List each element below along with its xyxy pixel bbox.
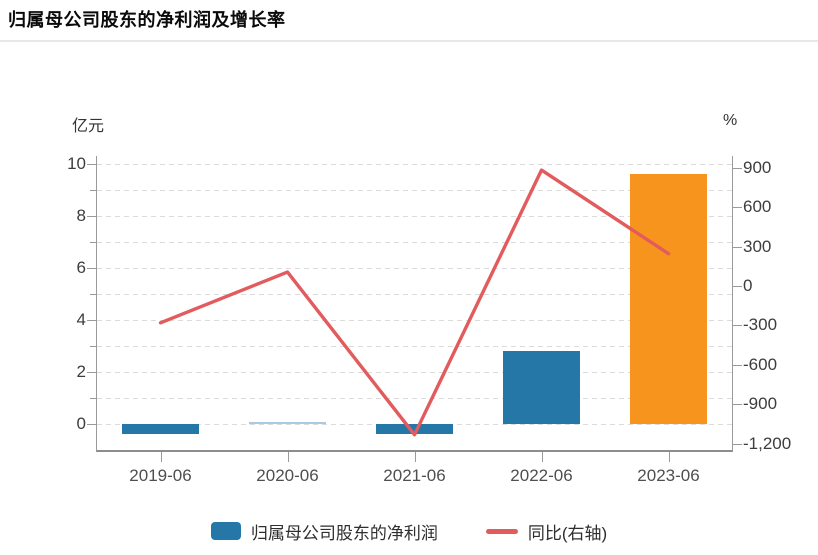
gridline	[97, 319, 732, 321]
left-axis-tick-label: 10	[67, 153, 86, 173]
left-axis-tick	[87, 163, 96, 165]
page-title: 归属母公司股东的净利润及增长率	[8, 10, 286, 30]
x-axis-label-2022-06: 2022-06	[510, 466, 573, 485]
gridline	[97, 163, 732, 165]
x-axis-tick	[541, 452, 543, 462]
right-axis-tick-label: -900	[743, 394, 778, 414]
left-axis-tick	[87, 319, 96, 321]
x-axis-tick	[160, 452, 162, 462]
left-axis-tick	[87, 371, 96, 373]
title-bar: 归属母公司股东的净利润及增长率	[0, 0, 818, 42]
legend-item-yoy[interactable]: 同比(右轴)	[485, 519, 608, 544]
bar-2023-06[interactable]	[630, 174, 707, 424]
left-axis-minor-tick	[90, 189, 96, 191]
x-axis-label-2019-06: 2019-06	[129, 466, 192, 485]
right-axis-tick	[733, 404, 742, 406]
right-axis-tick-label: -600	[743, 354, 778, 374]
right-axis-tick	[733, 285, 742, 287]
gridline	[97, 345, 732, 347]
left-axis-tick	[87, 424, 96, 425]
left-axis-minor-tick	[90, 345, 96, 347]
left-axis-tick-label: 8	[76, 205, 86, 225]
left-axis-tick-label: 0	[76, 414, 86, 433]
line-series-swatch-icon	[485, 528, 518, 534]
right-axis-tick-label: 900	[743, 157, 772, 177]
right-axis-tick-label: -300	[743, 315, 778, 335]
right-axis-tick-label: 600	[743, 197, 772, 216]
gridline	[97, 241, 732, 243]
gridline	[97, 267, 732, 269]
left-axis-minor-tick	[90, 398, 96, 399]
left-axis-tick	[87, 215, 96, 217]
line-series-path	[158, 168, 671, 437]
right-axis-tick-label: -1,200	[743, 433, 792, 453]
x-axis-label-2021-06: 2021-06	[383, 466, 446, 485]
gridline	[97, 398, 732, 399]
gridline	[97, 189, 732, 191]
left-axis-tick-label: 6	[76, 257, 86, 277]
bar-2021-06[interactable]	[376, 424, 453, 435]
bar-2022-06[interactable]	[503, 351, 580, 424]
right-axis-tick	[733, 325, 742, 327]
bar-2019-06[interactable]	[122, 424, 199, 435]
legend-item-net-profit[interactable]: 归属母公司股东的净利润	[210, 519, 438, 544]
right-axis-tick	[733, 167, 742, 169]
left-axis-minor-tick	[90, 241, 96, 243]
gridline	[97, 215, 732, 217]
legend: 归属母公司股东的净利润 同比(右轴)	[0, 516, 818, 546]
right-axis-tick-label: 0	[743, 275, 753, 295]
right-axis-tick	[733, 443, 742, 445]
x-axis-label-2023-06: 2023-06	[637, 466, 700, 485]
right-axis-tick	[733, 207, 742, 208]
left-axis-tick-label: 4	[76, 309, 86, 329]
x-axis-label-2020-06: 2020-06	[256, 466, 319, 485]
right-axis-tick-label: 300	[743, 236, 772, 256]
legend-label-yoy: 同比(右轴)	[527, 523, 608, 543]
left-axis-tick-label: 2	[76, 361, 86, 381]
plot-area	[96, 156, 733, 452]
right-axis-tick	[733, 364, 742, 366]
gridline	[97, 371, 732, 373]
legend-label-net-profit: 归属母公司股东的净利润	[250, 523, 438, 543]
bar-series-swatch-icon	[210, 522, 241, 540]
left-axis-minor-tick	[90, 293, 96, 295]
right-axis-tick	[733, 246, 742, 248]
bar-2020-06[interactable]	[249, 422, 326, 424]
x-axis-tick	[287, 452, 289, 462]
left-axis-unit-label: 亿元	[72, 118, 105, 135]
chart: 亿元 % 归属母公司股东的净利润 同比(右轴) 10 8 6 4 2 0 900 600 300…	[0, 42, 818, 555]
x-axis-tick	[414, 452, 416, 462]
gridline	[97, 293, 732, 295]
line-series[interactable]	[97, 156, 732, 450]
right-axis-unit-label: %	[723, 112, 738, 129]
x-axis-tick	[668, 452, 670, 462]
left-axis-tick	[87, 267, 96, 269]
